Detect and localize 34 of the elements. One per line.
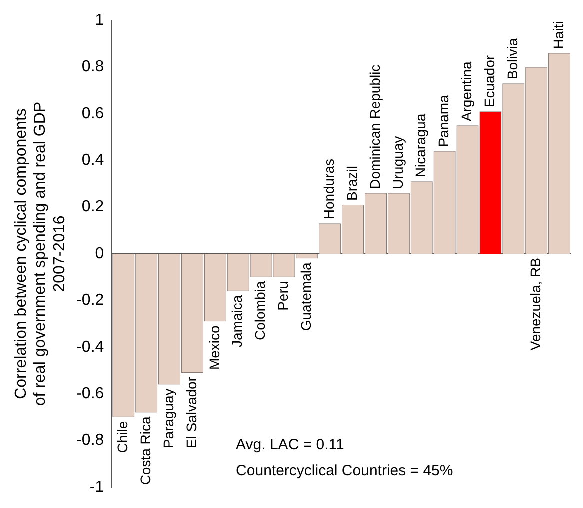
annotation: Avg. LAC = 0.11 — [236, 436, 344, 454]
x-tick-label: Uruguay — [390, 136, 406, 190]
y-tick-label: -0.6 — [76, 385, 104, 402]
x-tick-label: Costa Rica — [137, 416, 154, 486]
x-tick-label: Chile — [114, 421, 130, 454]
y-tick-label: 0.8 — [82, 58, 104, 76]
y-tick-label: 0 — [95, 245, 104, 262]
x-tick-label: Colombia — [252, 281, 268, 340]
x-tick-label: Nicaragua — [412, 114, 429, 178]
x-tick-label: Venezuela, RB — [527, 258, 544, 351]
x-tick-label: Haiti — [550, 21, 566, 50]
x-tick-label: Argentina — [458, 61, 475, 122]
y-tick-label: -1 — [90, 478, 104, 496]
x-tick-label: Dominican Republic — [366, 64, 383, 190]
x-tick-label: Honduras — [320, 158, 337, 220]
y-tick-label: -0.8 — [76, 432, 104, 450]
y-tick-label: 0.2 — [82, 198, 104, 216]
y-tick-label: 0.6 — [82, 105, 104, 122]
y-tick-label: 0.4 — [82, 152, 104, 170]
x-tick-label: Jamaica — [229, 295, 246, 348]
x-tick-label: Bolivia — [504, 38, 521, 80]
y-tick-label: -0.4 — [76, 338, 104, 356]
y-axis-title: Correlation between cyclical components of real government spending and real GDP 2007-2016 — [13, 102, 68, 406]
x-tick-label: Brazil — [344, 166, 360, 201]
x-tick-label: Panama — [436, 94, 452, 148]
x-tick-label: Paraguay — [160, 388, 176, 449]
x-tick-label: El Salvador — [183, 376, 200, 449]
annotation: Countercyclical Countries = 45% — [236, 462, 454, 480]
x-tick-label: Ecuador — [482, 55, 498, 108]
y-tick-label: -0.2 — [76, 292, 104, 310]
x-tick-label: Peru — [275, 281, 292, 311]
x-tick-label: Guatemala — [298, 262, 314, 332]
y-tick-label: 1 — [95, 12, 104, 30]
x-tick-label: Mexico — [206, 325, 222, 370]
